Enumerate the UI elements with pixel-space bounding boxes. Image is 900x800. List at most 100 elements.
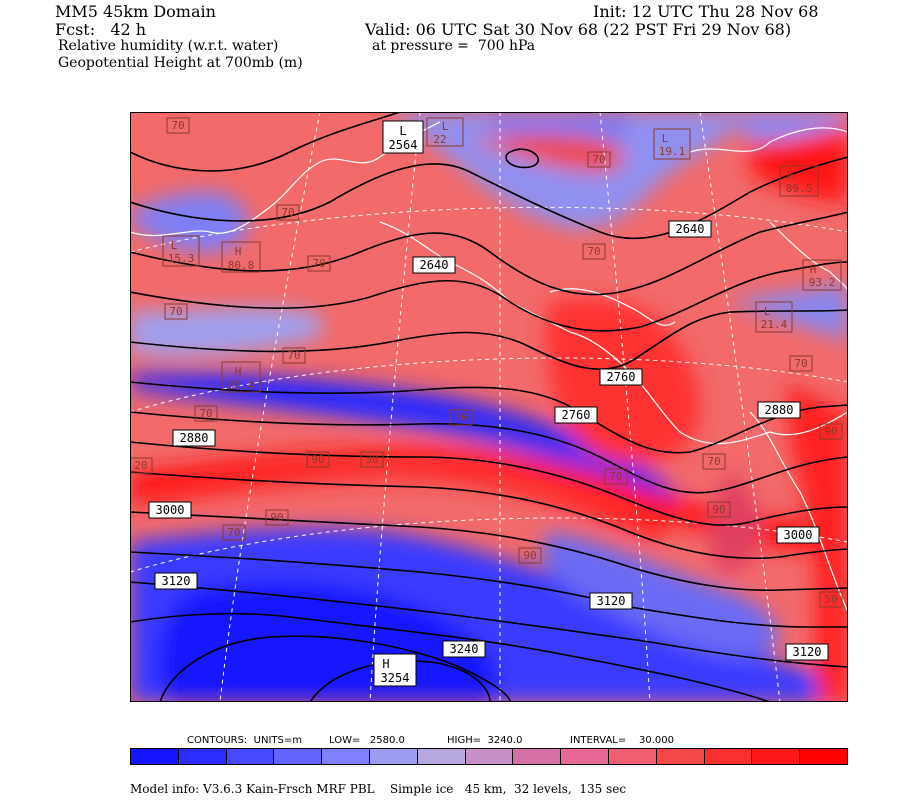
svg-text:3254: 3254 (381, 671, 410, 685)
rh-label: 70 (587, 151, 611, 168)
svg-text:90: 90 (523, 549, 536, 562)
init-time: Init: 12 UTC Thu 28 Nov 68 (593, 2, 819, 21)
field1-title: Relative humidity (w.r.t. water) (58, 38, 279, 54)
color-bar-swatch (131, 749, 179, 764)
svg-text:21.4: 21.4 (761, 318, 788, 331)
rh-labels: 70 70 70 70 70 70 70 70 70 70 70 70 70 9… (130, 117, 843, 608)
svg-text:90: 90 (270, 511, 283, 524)
svg-text:3120: 3120 (162, 574, 191, 588)
svg-text:H: H (810, 263, 817, 276)
domain-title: MM5 45km Domain (55, 2, 216, 21)
rh-label: 20 (130, 457, 153, 474)
height-label: 3240 (442, 640, 486, 658)
color-bar-swatch (178, 749, 227, 764)
svg-text:2640: 2640 (676, 222, 705, 236)
height-label: 2880 (172, 429, 216, 447)
svg-text:L: L (171, 239, 178, 252)
svg-text:70: 70 (227, 526, 240, 539)
color-bar-swatch (513, 749, 562, 764)
rh-label: 70 (166, 117, 190, 134)
height-label: 2760 (554, 406, 598, 424)
svg-text:3000: 3000 (784, 528, 813, 542)
pressure-level: at pressure = 700 hPa (372, 38, 536, 54)
color-bar-swatch (608, 749, 657, 764)
svg-text:L: L (764, 305, 771, 318)
contour-high: HIGH= 3240.0 (447, 735, 523, 746)
svg-text:L: L (662, 132, 669, 145)
high-center: H80.4 (221, 361, 261, 393)
svg-text:H: H (787, 169, 794, 182)
svg-text:70: 70 (794, 357, 807, 370)
rh-label: 90 (707, 501, 731, 518)
color-bar-swatch (465, 749, 514, 764)
height-labels: 2640 2640 2760 2760 2880 2880 3000 3000 … (148, 220, 829, 661)
high-center: H89.5 (779, 165, 819, 197)
color-bar-swatch (561, 749, 609, 764)
svg-text:90: 90 (311, 453, 324, 466)
svg-text:89.5: 89.5 (786, 182, 813, 195)
contour-interval: INTERVAL= 30.000 (570, 735, 674, 746)
color-bar-swatch (369, 749, 418, 764)
svg-text:70: 70 (587, 245, 600, 258)
color-bar-swatch (656, 749, 705, 764)
rh-label: 50 (819, 591, 843, 608)
color-bar-swatch (417, 749, 466, 764)
svg-text:2564: 2564 (389, 138, 418, 152)
svg-text:3120: 3120 (793, 645, 822, 659)
field2-title: Geopotential Height at 700mb (m) (58, 55, 303, 71)
valid-time: Valid: 06 UTC Sat 30 Nov 68 (22 PST Fri … (365, 20, 792, 39)
contour-units: CONTOURS: UNITS=m (187, 735, 302, 746)
high-center: H93.2 (802, 259, 842, 291)
color-bar-swatch (752, 749, 801, 764)
rh-label: 70 (307, 255, 331, 272)
color-bar-swatch (226, 749, 275, 764)
height-label: 3120 (154, 572, 198, 590)
rh-label: 30 (360, 451, 384, 468)
forecast-hour: Fcst: 42 h (55, 20, 147, 39)
height-label: 2880 (757, 401, 801, 419)
svg-text:70: 70 (707, 455, 720, 468)
svg-text:2880: 2880 (765, 403, 794, 417)
svg-text:2760: 2760 (607, 370, 636, 384)
graticule (130, 112, 848, 702)
svg-text:90: 90 (712, 503, 725, 516)
height-label: 2640 (412, 256, 456, 274)
rh-label: 70 (194, 405, 218, 422)
height-label: 2760 (599, 368, 643, 386)
svg-text:2880: 2880 (180, 431, 209, 445)
height-label: 3000 (776, 526, 820, 544)
rh-label: 70 (282, 347, 306, 364)
svg-text:80.8: 80.8 (228, 259, 255, 272)
svg-text:70: 70 (454, 411, 467, 424)
rh-label: 90 (265, 509, 289, 526)
rh-label: 70 (582, 243, 606, 260)
svg-text:70: 70 (199, 407, 212, 420)
rh-label: 70 (789, 355, 813, 372)
svg-text:80.4: 80.4 (228, 379, 255, 392)
svg-text:93.2: 93.2 (809, 276, 836, 289)
svg-text:70: 70 (281, 206, 294, 219)
svg-text:H: H (235, 365, 242, 378)
color-bar (130, 748, 848, 765)
contour-low: LOW= 2580.0 (329, 735, 405, 746)
low-center: L19.1 (653, 128, 691, 160)
height-label: 3120 (589, 592, 633, 610)
svg-text:90: 90 (824, 425, 837, 438)
color-bar-swatch (322, 749, 370, 764)
svg-text:15.3: 15.3 (168, 252, 195, 265)
svg-text:70: 70 (169, 305, 182, 318)
svg-text:L: L (442, 120, 449, 133)
rh-label: 70 (276, 204, 300, 221)
svg-text:H: H (235, 245, 242, 258)
rh-label: 90 (819, 423, 843, 440)
svg-text:3000: 3000 (156, 503, 185, 517)
rh-label: 90 (518, 547, 542, 564)
svg-text:70: 70 (592, 153, 605, 166)
rh-label: 90 (306, 451, 330, 468)
svg-text:70: 70 (609, 470, 622, 483)
color-bar-swatch (274, 749, 323, 764)
height-label: 2640 (668, 220, 712, 238)
